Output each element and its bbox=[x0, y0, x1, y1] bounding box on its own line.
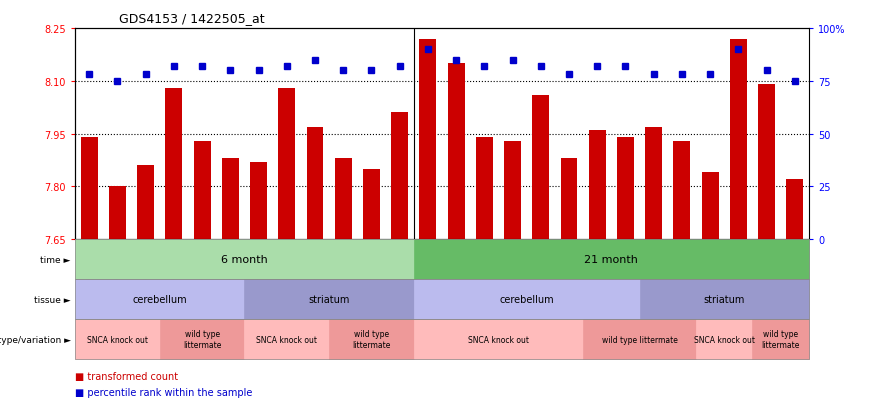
Bar bbox=[476, 138, 492, 240]
Bar bbox=[786, 180, 804, 240]
Text: SNCA knock out: SNCA knock out bbox=[256, 335, 317, 344]
Bar bbox=[222, 159, 239, 240]
Text: wild type
littermate: wild type littermate bbox=[761, 330, 800, 349]
Bar bbox=[674, 141, 690, 240]
Bar bbox=[165, 88, 182, 240]
Bar bbox=[194, 141, 210, 240]
Text: SNCA knock out: SNCA knock out bbox=[87, 335, 148, 344]
Bar bbox=[645, 127, 662, 240]
Bar bbox=[532, 95, 549, 240]
Text: SNCA knock out: SNCA knock out bbox=[694, 335, 755, 344]
Text: SNCA knock out: SNCA knock out bbox=[468, 335, 529, 344]
Bar bbox=[335, 159, 352, 240]
Bar bbox=[250, 162, 267, 240]
Text: 6 month: 6 month bbox=[221, 254, 268, 264]
Text: ■ percentile rank within the sample: ■ percentile rank within the sample bbox=[75, 387, 253, 397]
Text: striatum: striatum bbox=[309, 294, 350, 304]
Bar bbox=[730, 39, 747, 240]
Bar bbox=[109, 187, 126, 240]
Text: time ►: time ► bbox=[41, 255, 71, 264]
Text: wild type littermate: wild type littermate bbox=[602, 335, 677, 344]
Text: cerebellum: cerebellum bbox=[499, 294, 554, 304]
Bar bbox=[447, 64, 465, 240]
Bar bbox=[702, 173, 719, 240]
Bar bbox=[758, 85, 775, 240]
Bar bbox=[363, 169, 380, 240]
Bar bbox=[80, 138, 98, 240]
Text: ■ transformed count: ■ transformed count bbox=[75, 371, 179, 381]
Bar bbox=[392, 113, 408, 240]
Bar bbox=[419, 39, 437, 240]
Bar bbox=[137, 166, 154, 240]
Text: cerebellum: cerebellum bbox=[133, 294, 187, 304]
Bar bbox=[589, 131, 606, 240]
Bar bbox=[617, 138, 634, 240]
Bar bbox=[560, 159, 577, 240]
Text: striatum: striatum bbox=[704, 294, 745, 304]
Bar bbox=[278, 88, 295, 240]
Text: 21 month: 21 month bbox=[584, 254, 638, 264]
Text: GDS4153 / 1422505_at: GDS4153 / 1422505_at bbox=[119, 12, 265, 25]
Bar bbox=[504, 141, 521, 240]
Text: tissue ►: tissue ► bbox=[34, 295, 71, 304]
Text: wild type
littermate: wild type littermate bbox=[352, 330, 391, 349]
Bar bbox=[307, 127, 324, 240]
Text: genotype/variation ►: genotype/variation ► bbox=[0, 335, 71, 344]
Text: wild type
littermate: wild type littermate bbox=[183, 330, 221, 349]
